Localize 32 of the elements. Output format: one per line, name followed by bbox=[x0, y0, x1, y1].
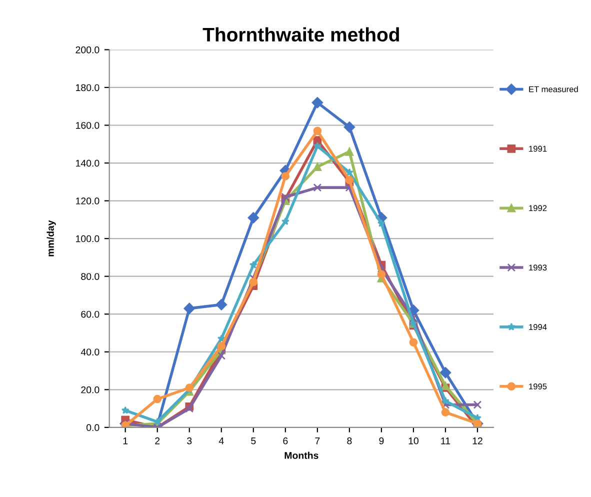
legend-label: 1991 bbox=[529, 146, 547, 152]
x-tick-label: 11 bbox=[441, 438, 450, 444]
y-tick-label: 120.0 bbox=[76, 198, 100, 204]
legend-label: 1993 bbox=[529, 264, 547, 271]
y-tick-label: 60.0 bbox=[81, 310, 100, 318]
y-tick-label: 0.0 bbox=[86, 424, 100, 432]
x-tick-label: 10 bbox=[408, 437, 418, 444]
legend-label: 1994 bbox=[529, 324, 547, 330]
x-tick-label: 6 bbox=[283, 437, 288, 444]
y-tick-label: 200.0 bbox=[76, 46, 100, 54]
x-tick-label: 8 bbox=[347, 437, 352, 444]
y-tick-label: 160.0 bbox=[76, 122, 100, 129]
x-tick-label: 12 bbox=[472, 437, 482, 444]
chart-title: Thornthwaite method bbox=[202, 27, 399, 42]
y-axis-title: mm/day bbox=[46, 220, 56, 256]
x-axis-title: Months bbox=[284, 452, 318, 459]
y-tick-label: 40.0 bbox=[80, 348, 100, 356]
x-tick-label: 7 bbox=[315, 438, 320, 444]
x-tick-label: 5 bbox=[251, 438, 256, 444]
legend-label: 1995 bbox=[529, 383, 547, 390]
x-tick-label: 1 bbox=[123, 438, 128, 444]
y-tick-label: 80.0 bbox=[81, 273, 100, 280]
legend-label: ET measured bbox=[529, 86, 578, 92]
y-tick-label: 100.0 bbox=[76, 235, 100, 242]
legend-label: 1992 bbox=[529, 205, 547, 212]
y-tick-label: 140.0 bbox=[76, 160, 100, 167]
x-tick-label: 4 bbox=[218, 438, 224, 444]
y-tick-label: 20.0 bbox=[81, 386, 100, 394]
x-tick-label: 9 bbox=[379, 437, 384, 444]
x-tick-label: 3 bbox=[187, 437, 192, 444]
x-tick-label: 2 bbox=[155, 437, 160, 444]
y-tick-label: 180.0 bbox=[76, 84, 100, 92]
